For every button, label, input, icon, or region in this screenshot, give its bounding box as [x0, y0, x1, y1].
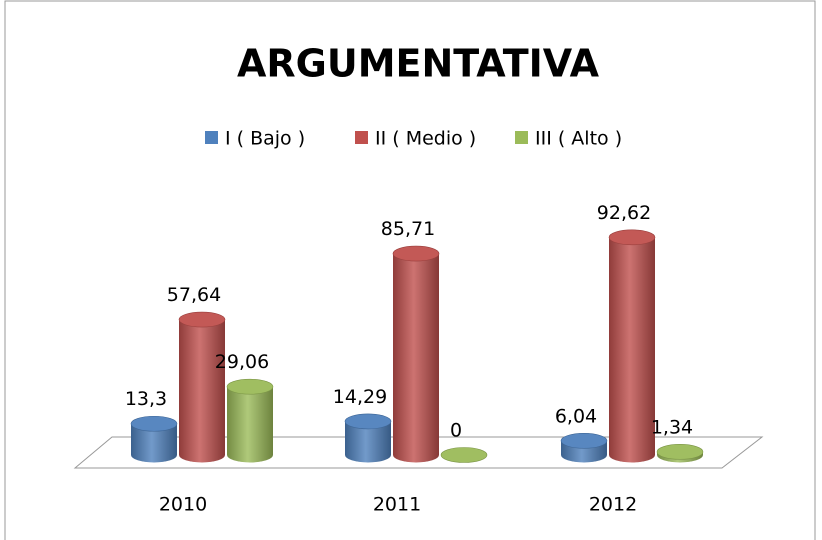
data-label: 13,3 — [125, 388, 167, 410]
bar-top — [656, 444, 704, 460]
bar-top — [608, 229, 656, 246]
bar-top — [560, 433, 608, 449]
bar-top — [178, 311, 226, 328]
bar-top — [440, 447, 488, 463]
data-label: 92,62 — [597, 202, 651, 224]
bar-top — [344, 413, 392, 430]
data-label: 14,29 — [333, 386, 387, 408]
legend-swatch — [205, 131, 218, 144]
data-label: 57,64 — [167, 284, 221, 306]
data-label: 85,71 — [381, 218, 435, 240]
chart-title: ARGUMENTATIVA — [237, 42, 600, 86]
legend-label: III ( Alto ) — [535, 128, 622, 150]
bar-top — [226, 378, 274, 395]
data-label: 6,04 — [555, 405, 597, 427]
data-label: 1,34 — [651, 416, 693, 438]
legend-swatch — [515, 131, 528, 144]
legend-label: I ( Bajo ) — [225, 128, 305, 150]
bar — [393, 246, 439, 463]
x-tick-label: 2011 — [373, 494, 421, 516]
bar-top — [392, 245, 440, 262]
legend-swatch — [355, 131, 368, 144]
bar — [227, 379, 273, 463]
bar — [609, 229, 655, 463]
data-label: 29,06 — [215, 351, 269, 373]
data-label: 0 — [450, 420, 462, 442]
x-tick-label: 2012 — [589, 494, 637, 516]
legend-label: II ( Medio ) — [375, 128, 476, 150]
bar-top — [130, 415, 178, 432]
bar — [179, 312, 225, 463]
x-tick-label: 2010 — [159, 494, 207, 516]
